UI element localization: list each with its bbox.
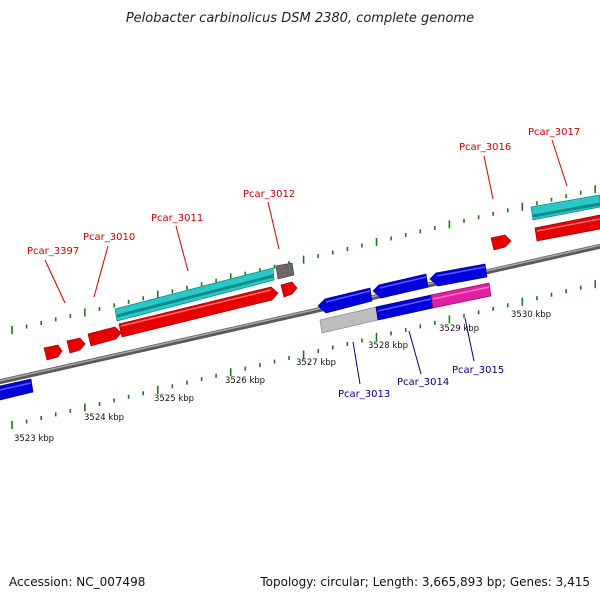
reverse-genes [0, 263, 492, 401]
tick-label-3528: 3528 kbp [368, 341, 408, 351]
forward-labels: Pcar_3397 Pcar_3010 Pcar_3011 Pcar_3012 … [27, 127, 580, 257]
label-pcar-3011[interactable]: Pcar_3011 [151, 213, 203, 224]
gene-pcar-3010b[interactable] [87, 326, 122, 347]
tick-label-3526: 3526 kbp [225, 376, 265, 386]
accession-text: Accession: NC_007498 [9, 575, 145, 589]
tick-label-3523: 3523 kbp [14, 434, 54, 444]
forward-leaders [44, 139, 568, 304]
label-pcar-3017[interactable]: Pcar_3017 [528, 127, 580, 138]
gene-pcar-3011-red[interactable] [118, 286, 279, 338]
genome-summary-text: Topology: circular; Length: 3,665,893 bp… [259, 575, 590, 589]
label-pcar-3397[interactable]: Pcar_3397 [27, 246, 79, 257]
reverse-tick-row [11, 280, 597, 429]
label-pcar-3014[interactable]: Pcar_3014 [397, 377, 449, 388]
label-pcar-3016[interactable]: Pcar_3016 [459, 142, 511, 153]
reverse-leaders [352, 317, 475, 385]
gene-pcar-3014-upper[interactable] [372, 273, 429, 299]
gene-pcar-3017-cyan[interactable] [530, 194, 600, 221]
map-title: Pelobacter carbinolicus DSM 2380, comple… [126, 11, 474, 26]
gene-pcar-3010[interactable] [66, 337, 86, 354]
gene-pcar-3014[interactable] [375, 294, 434, 321]
backbone [0, 243, 600, 385]
gene-pcar-3015[interactable] [430, 282, 492, 309]
gene-pcar-3012[interactable] [280, 281, 298, 298]
label-pcar-3013[interactable]: Pcar_3013 [338, 389, 390, 400]
tick-labels: 3523 kbp 3524 kbp 3525 kbp 3526 kbp 3527… [14, 310, 551, 444]
gene-pcar-3017-red[interactable] [534, 214, 600, 242]
tick-label-3530: 3530 kbp [511, 310, 551, 320]
gene-pcar-3013[interactable] [317, 287, 373, 314]
label-pcar-3015[interactable]: Pcar_3015 [452, 365, 504, 376]
gene-pcar-3397[interactable] [43, 344, 63, 361]
gene-pcar-3012-dark[interactable] [275, 262, 295, 280]
label-pcar-3012[interactable]: Pcar_3012 [243, 189, 295, 200]
tick-label-3524: 3524 kbp [84, 413, 124, 423]
reverse-labels: Pcar_3013 Pcar_3014 Pcar_3015 [338, 365, 504, 400]
tick-label-3529: 3529 kbp [439, 324, 479, 334]
tick-label-3525: 3525 kbp [154, 394, 194, 404]
tick-label-3527: 3527 kbp [296, 358, 336, 368]
gene-pcar-3016[interactable] [490, 234, 512, 251]
forward-genes [43, 194, 600, 361]
label-pcar-3010[interactable]: Pcar_3010 [83, 232, 135, 243]
forward-tick-row [11, 185, 597, 334]
